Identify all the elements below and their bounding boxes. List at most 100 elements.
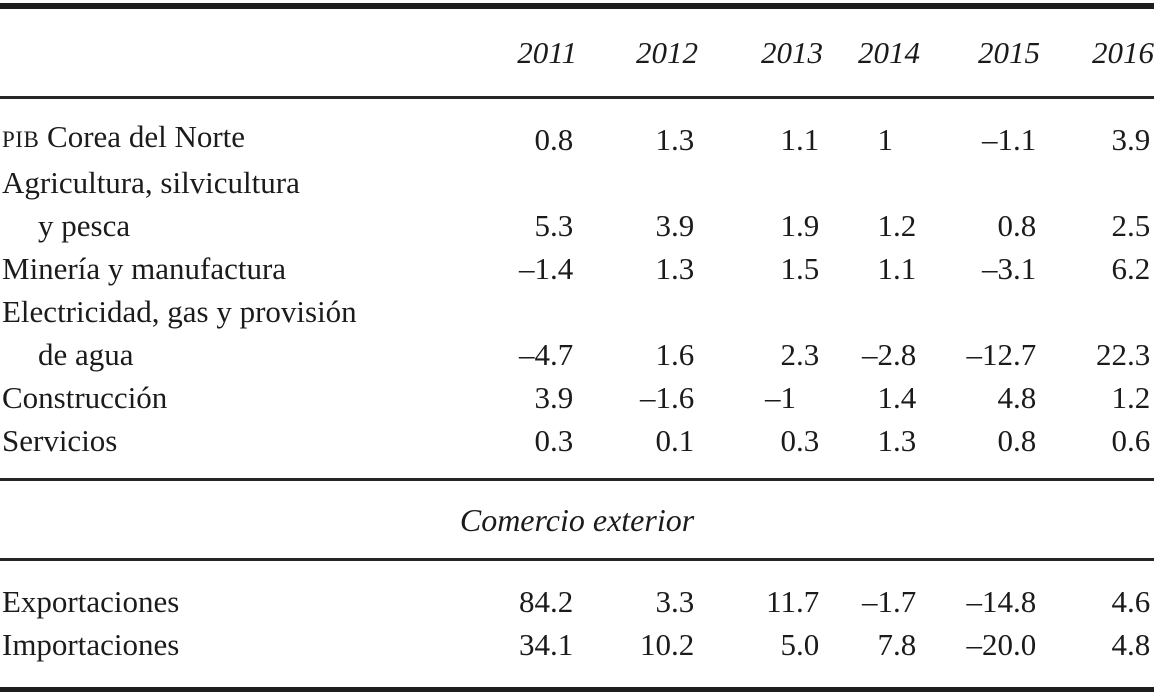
value-cell: 84.2 (450, 580, 577, 623)
value-int: 3 (655, 584, 672, 619)
value-int: 7 (877, 627, 894, 662)
value-cell: –1.1 (920, 118, 1040, 161)
value-frac: .1 (1013, 251, 1037, 286)
value-int: 1 (780, 122, 797, 157)
value-int: –1 (519, 251, 550, 286)
value-frac: .6 (1127, 584, 1151, 619)
year-header: 2011 (517, 35, 577, 70)
value-frac: .6 (671, 380, 695, 415)
value-int: 1 (877, 122, 894, 157)
value-cell: 1.9 (698, 204, 823, 247)
value-int: 1 (780, 208, 797, 243)
value-frac: .6 (671, 337, 695, 372)
value-cell: –1.6 (577, 376, 698, 419)
value-frac: .3 (671, 584, 695, 619)
value-cell: 1.3 (577, 118, 698, 161)
value-int: 2 (1111, 208, 1128, 243)
value-int: –12 (966, 337, 1014, 372)
row-label: Minería y manufactura (0, 247, 450, 290)
value-frac: .1 (671, 423, 695, 458)
row-label-line2: de agua (38, 337, 134, 372)
table-row: PIB Corea del Norte 0.8 1.3 1.1 1 –1.1 3.9 (0, 115, 1154, 161)
value-frac: .3 (550, 208, 574, 243)
table-section: PIB Corea del Norte 0.8 1.3 1.1 1 –1.1 3.9 Agri… (0, 99, 1154, 478)
value-cell: 1 (823, 118, 920, 161)
year-header: 2013 (761, 35, 823, 70)
value-cell: 4.8 (1040, 623, 1154, 666)
table-row: Construcción 3.9 –1.6 –1 1.4 4.8 1.2 (0, 376, 1154, 419)
statistical-table: 2011 2012 2013 2014 2015 2016 PIB Corea … (0, 3, 1154, 692)
value-int: 1 (877, 208, 894, 243)
section-title: Comercio exterior (459, 502, 695, 538)
row-label: PIB Corea del Norte (0, 115, 450, 161)
value-int: 34 (519, 627, 550, 662)
year-header: 2012 (636, 35, 698, 70)
value-cell: –20.0 (920, 623, 1040, 666)
value-int: 11 (766, 584, 796, 619)
value-frac: .0 (1013, 627, 1037, 662)
value-frac: .2 (550, 584, 574, 619)
row-label-text: Exportaciones (2, 584, 180, 619)
value-frac: .1 (550, 627, 574, 662)
value-cell: 2.5 (1040, 204, 1154, 247)
value-cell: 4.8 (920, 376, 1040, 419)
value-cell: 22.3 (1040, 333, 1154, 376)
value-cell: 10.2 (577, 623, 698, 666)
section-title-row: Comercio exterior (0, 478, 1154, 561)
value-int: 0 (997, 423, 1014, 458)
value-frac: .1 (796, 122, 820, 157)
value-cell: 0.3 (450, 419, 577, 462)
value-int: 4 (1111, 627, 1128, 662)
row-label: Servicios (0, 419, 450, 462)
value-int: 3 (1111, 122, 1128, 157)
row-label-text: Electricidad, gas y provisión (2, 294, 357, 329)
value-cell: –1.4 (450, 247, 577, 290)
value-frac: .6 (1127, 423, 1151, 458)
value-int: 0 (534, 122, 551, 157)
value-cell: 3.9 (577, 204, 698, 247)
value-cell: –12.7 (920, 333, 1040, 376)
value-frac: .8 (1127, 627, 1151, 662)
value-cell: 11.7 (698, 580, 823, 623)
value-frac: .8 (1013, 380, 1037, 415)
value-cell: 6.2 (1040, 247, 1154, 290)
table-section: Exportaciones 84.2 3.3 11.7 –1.7 –14.8 4.6 Impo… (0, 561, 1154, 687)
value-int: –1 (765, 380, 796, 415)
value-int: –14 (966, 584, 1014, 619)
row-label-prefix: PIB (2, 127, 40, 152)
value-int: 1 (877, 380, 894, 415)
value-frac: .9 (796, 208, 820, 243)
value-int: 1 (877, 423, 894, 458)
value-frac: .5 (1127, 208, 1151, 243)
row-label: Electricidad, gas y provisión de agua (0, 290, 450, 376)
value-cell: 1.1 (823, 247, 920, 290)
row-label-text: Agricultura, silvicultura (2, 165, 300, 200)
value-cell: 1.2 (1040, 376, 1154, 419)
value-frac: .8 (550, 122, 574, 157)
value-cell: 5.0 (698, 623, 823, 666)
value-int: –1 (862, 584, 893, 619)
value-frac: .3 (796, 423, 820, 458)
document-page: 2011 2012 2013 2014 2015 2016 PIB Corea … (0, 3, 1154, 692)
value-int: 5 (534, 208, 551, 243)
value-frac: .2 (893, 208, 917, 243)
header-empty-cell (0, 31, 450, 74)
value-frac: .7 (1013, 337, 1037, 372)
row-label-text: Corea del Norte (47, 119, 246, 154)
row-label-line2: y pesca (38, 208, 131, 243)
value-int: 22 (1096, 337, 1127, 372)
value-int: –3 (982, 251, 1013, 286)
value-int: 2 (780, 337, 797, 372)
value-frac: .8 (1013, 423, 1037, 458)
value-int: 1 (655, 337, 672, 372)
value-frac: .5 (796, 251, 820, 286)
table-row: Exportaciones 84.2 3.3 11.7 –1.7 –14.8 4.6 (0, 580, 1154, 623)
value-cell: 0.8 (920, 204, 1040, 247)
value-frac: .8 (1013, 208, 1037, 243)
row-label-text: Minería y manufactura (2, 251, 287, 286)
row-label-text: Servicios (2, 423, 118, 458)
value-frac: .9 (550, 380, 574, 415)
value-int: 1 (655, 251, 672, 286)
value-frac: .8 (1013, 584, 1037, 619)
value-frac: .3 (671, 251, 695, 286)
